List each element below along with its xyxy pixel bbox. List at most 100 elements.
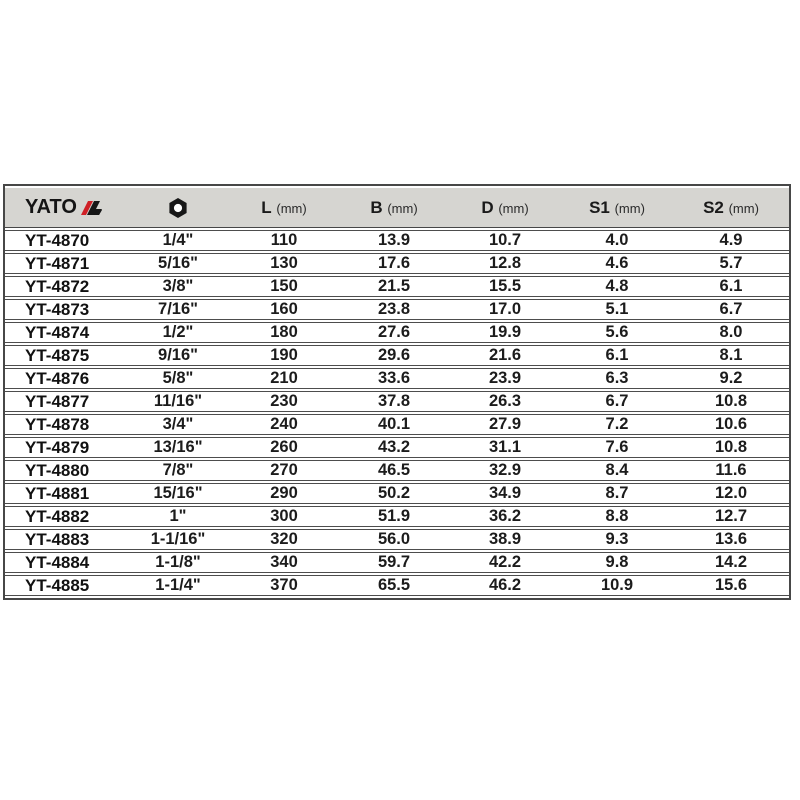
cell-size: 3/4" [127,414,229,435]
cell-S2: 10.8 [673,437,789,458]
header-S1-unit: (mm) [614,200,645,216]
table-row: YT-4880 7/8" 270 46.5 32.9 8.4 11.6 [5,460,789,481]
table-row: YT-4877 11/16" 230 37.8 26.3 6.7 10.8 [5,391,789,412]
table-row: YT-4875 9/16" 190 29.6 21.6 6.1 8.1 [5,345,789,366]
cell-D: 27.9 [449,414,561,435]
cell-size: 1-1/4" [127,575,229,596]
cell-L: 160 [229,299,339,320]
cell-D: 21.6 [449,345,561,366]
cell-S1: 4.8 [561,276,673,297]
table-row: YT-4884 1-1/8" 340 59.7 42.2 9.8 14.2 [5,552,789,573]
cell-S1: 10.9 [561,575,673,596]
cell-S2: 6.7 [673,299,789,320]
header-brand: YATO [5,188,127,228]
cell-model: YT-4878 [5,414,127,435]
cell-model: YT-4879 [5,437,127,458]
cell-B: 56.0 [339,529,449,550]
cell-L: 230 [229,391,339,412]
cell-S2: 14.2 [673,552,789,573]
cell-B: 13.9 [339,230,449,251]
cell-S2: 12.0 [673,483,789,504]
cell-D: 19.9 [449,322,561,343]
cell-S2: 9.2 [673,368,789,389]
cell-S1: 4.6 [561,253,673,274]
cell-B: 40.1 [339,414,449,435]
cell-D: 12.8 [449,253,561,274]
cell-model: YT-4875 [5,345,127,366]
table-row: YT-4882 1" 300 51.9 36.2 8.8 12.7 [5,506,789,527]
cell-D: 36.2 [449,506,561,527]
cell-S2: 6.1 [673,276,789,297]
cell-S2: 5.7 [673,253,789,274]
cell-S2: 10.6 [673,414,789,435]
cell-L: 370 [229,575,339,596]
cell-S2: 15.6 [673,575,789,596]
table-row: YT-4885 1-1/4" 370 65.5 46.2 10.9 15.6 [5,575,789,596]
cell-L: 180 [229,322,339,343]
cell-L: 290 [229,483,339,504]
header-L-unit: (mm) [276,200,307,216]
cell-L: 300 [229,506,339,527]
cell-L: 270 [229,460,339,481]
cell-size: 13/16" [127,437,229,458]
cell-D: 23.9 [449,368,561,389]
cell-L: 320 [229,529,339,550]
cell-S2: 13.6 [673,529,789,550]
brand-name: YATO [25,196,77,218]
header-S2: S2 (mm) [673,188,789,228]
table-row: YT-4883 1-1/16" 320 56.0 38.9 9.3 13.6 [5,529,789,550]
cell-L: 130 [229,253,339,274]
cell-L: 340 [229,552,339,573]
cell-L: 190 [229,345,339,366]
cell-L: 110 [229,230,339,251]
cell-S1: 4.0 [561,230,673,251]
cell-S1: 6.7 [561,391,673,412]
yato-logo-icon [80,200,102,215]
cell-B: 17.6 [339,253,449,274]
table-row: YT-4879 13/16" 260 43.2 31.1 7.6 10.8 [5,437,789,458]
header-D: D (mm) [449,188,561,228]
cell-B: 50.2 [339,483,449,504]
spec-table: YATO L (mm) [5,186,789,598]
cell-B: 46.5 [339,460,449,481]
cell-model: YT-4873 [5,299,127,320]
cell-B: 27.6 [339,322,449,343]
cell-size: 5/16" [127,253,229,274]
header-D-unit: (mm) [498,200,529,216]
cell-B: 23.8 [339,299,449,320]
cell-L: 210 [229,368,339,389]
cell-S2: 11.6 [673,460,789,481]
header-S2-label: S2 [703,197,724,217]
cell-model: YT-4882 [5,506,127,527]
cell-S1: 7.6 [561,437,673,458]
cell-size: 7/16" [127,299,229,320]
cell-D: 34.9 [449,483,561,504]
header-B-label: B [370,197,383,217]
cell-S1: 9.3 [561,529,673,550]
cell-S1: 8.8 [561,506,673,527]
table-row: YT-4873 7/16" 160 23.8 17.0 5.1 6.7 [5,299,789,320]
cell-D: 32.9 [449,460,561,481]
cell-D: 31.1 [449,437,561,458]
spec-table-container: YATO L (mm) [3,184,791,600]
cell-model: YT-4884 [5,552,127,573]
cell-D: 15.5 [449,276,561,297]
header-S1-label: S1 [589,197,610,217]
cell-size: 1-1/8" [127,552,229,573]
header-L-label: L [261,197,272,217]
cell-D: 10.7 [449,230,561,251]
cell-model: YT-4871 [5,253,127,274]
header-S2-unit: (mm) [728,200,759,216]
cell-L: 150 [229,276,339,297]
header-S1: S1 (mm) [561,188,673,228]
cell-S1: 8.7 [561,483,673,504]
cell-B: 21.5 [339,276,449,297]
cell-S1: 5.1 [561,299,673,320]
cell-model: YT-4870 [5,230,127,251]
cell-size: 7/8" [127,460,229,481]
table-row: YT-4874 1/2" 180 27.6 19.9 5.6 8.0 [5,322,789,343]
header-D-label: D [481,197,494,217]
header-size [127,188,229,228]
cell-B: 51.9 [339,506,449,527]
cell-model: YT-4877 [5,391,127,412]
